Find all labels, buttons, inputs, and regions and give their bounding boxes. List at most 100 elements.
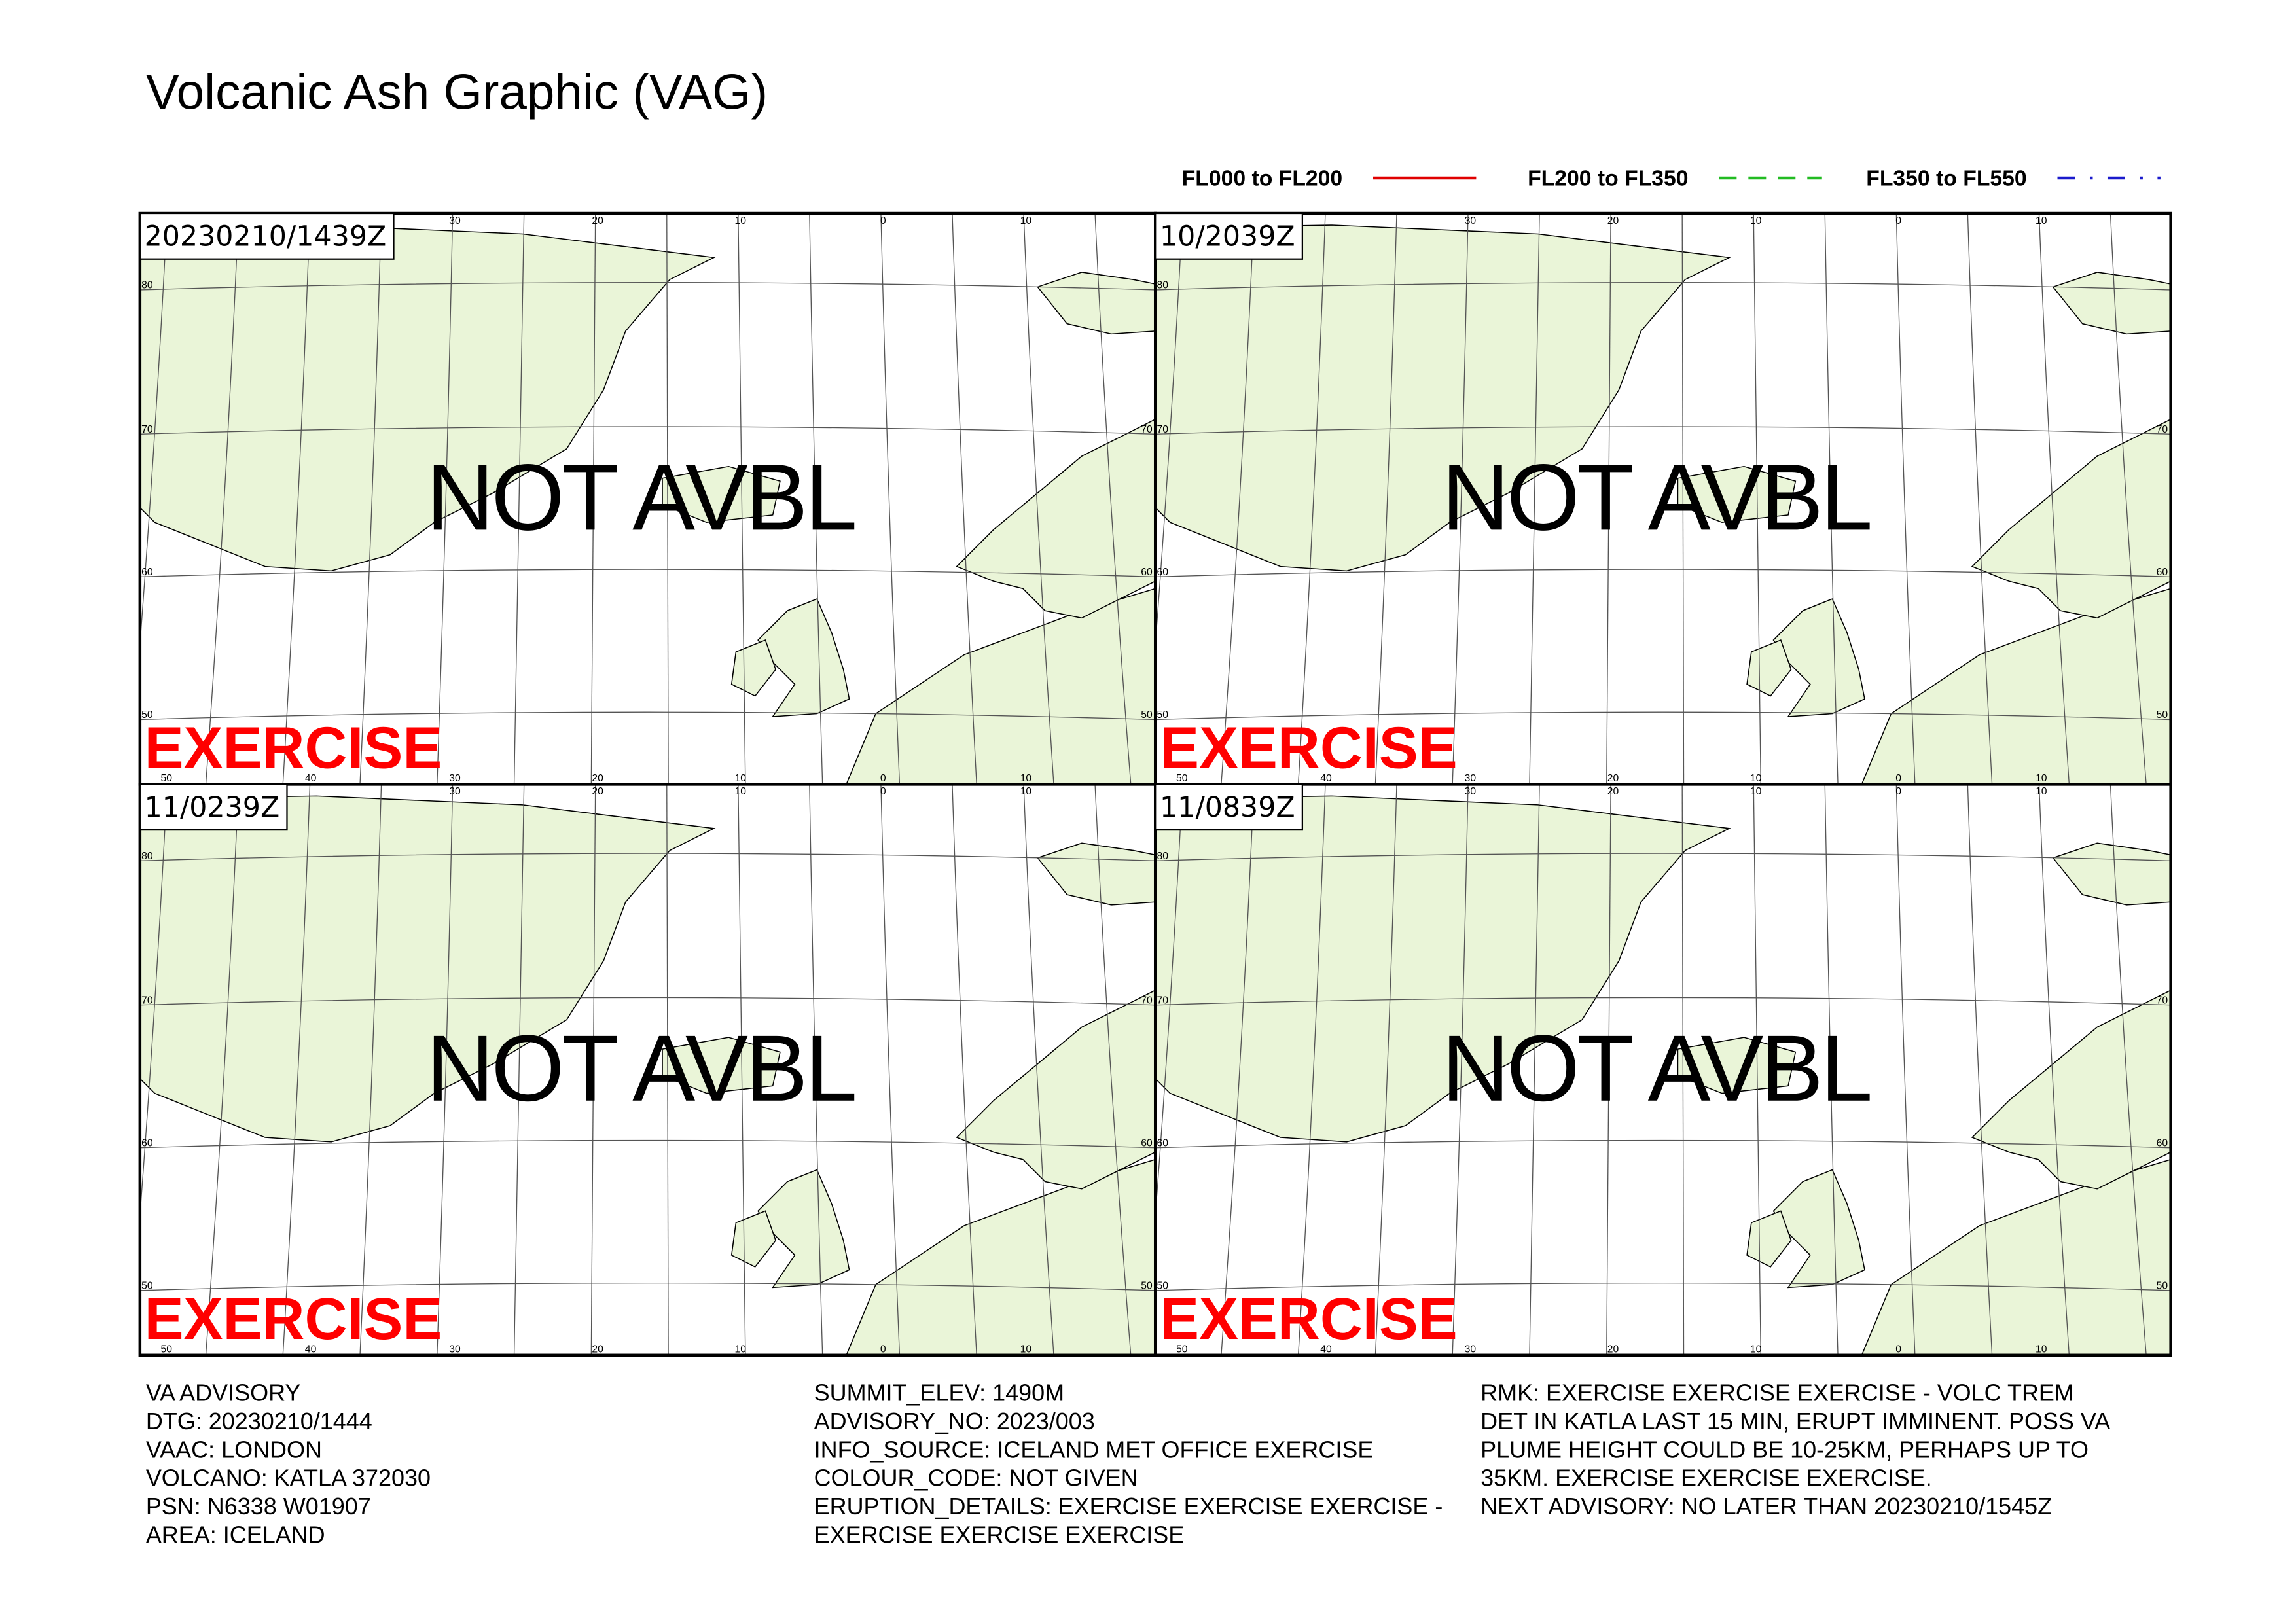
parallel: [1155, 1139, 2171, 1149]
meridian: [205, 784, 240, 1355]
lat-label: 60: [1157, 567, 1168, 578]
land: [662, 1037, 781, 1094]
lon-label: 40: [1320, 1344, 1332, 1355]
meridian: [590, 784, 596, 1355]
meridian: [1374, 784, 1397, 1355]
parallel: [139, 569, 1156, 578]
lat-label: 70: [1157, 995, 1168, 1006]
land: [757, 598, 850, 717]
meridian: [1606, 784, 1611, 1355]
lon-label: 10: [734, 786, 746, 797]
valid-time: 11/0839Z: [1160, 791, 1295, 824]
land: [1155, 795, 1731, 1143]
map-panel: 30 20 10 0 10 50 40 30 20 10 0 10 80 70 70 60 60 50 50 11/0…: [138, 783, 1157, 1357]
lat-label: 80: [1157, 280, 1168, 291]
land: [662, 465, 781, 523]
lat-label: 60: [1141, 1138, 1153, 1149]
lon-label: 0: [1895, 773, 1901, 784]
valid-time: 20230210/1439Z: [145, 220, 387, 253]
lon-label: 20: [592, 773, 603, 784]
land: [139, 795, 716, 1143]
parallel: [139, 1139, 1156, 1149]
lon-label: 0: [880, 786, 886, 797]
land: [846, 588, 1156, 785]
advisory-line: COLOUR_CODE: NOT GIVEN: [814, 1465, 1138, 1491]
lon-label: 10: [2036, 215, 2047, 226]
advisory-line: PLUME HEIGHT COULD BE 10-25KM, PERHAPS U…: [1480, 1436, 2089, 1463]
lat-label: 60: [2157, 1138, 2168, 1149]
advisory-line: EXERCISE EXERCISE EXERCISE: [814, 1521, 1185, 1548]
lon-label: 10: [1020, 786, 1032, 797]
legend-label: FL000 to FL200: [1182, 166, 1342, 190]
lat-label: 50: [2157, 1281, 2168, 1292]
parallel: [1155, 853, 2171, 861]
lon-label: 50: [161, 1344, 173, 1355]
lon-label: 10: [1750, 786, 1762, 797]
advisory-line: VAAC: LONDON: [146, 1436, 322, 1463]
lon-label: 20: [592, 786, 603, 797]
lat-label: 50: [1141, 709, 1153, 721]
lon-label: 30: [1465, 1344, 1477, 1355]
advisory-line: DTG: 20230210/1444: [146, 1408, 372, 1435]
legend: FL000 to FL200 FL200 to FL350 FL350 to FL5…: [1182, 166, 2161, 190]
meridian: [1681, 213, 1685, 785]
parallel: [139, 426, 1156, 435]
lon-label: 10: [734, 215, 746, 226]
parallel: [1155, 569, 2171, 578]
advisory-line: VA ADVISORY: [146, 1379, 301, 1406]
lon-label: 20: [1607, 1344, 1619, 1355]
land: [1746, 639, 1792, 697]
meridian: [139, 213, 168, 651]
lat-label: 80: [141, 280, 153, 291]
map-content: [1155, 784, 2171, 1355]
meridian: [2109, 213, 2147, 785]
time-box: [1155, 212, 1304, 260]
meridian: [1452, 213, 1469, 785]
meridian: [1681, 784, 1685, 1355]
lon-label: 50: [1176, 1344, 1188, 1355]
meridian: [1374, 213, 1397, 785]
parallel: [139, 997, 1156, 1006]
meridian: [1606, 213, 1611, 785]
parallel: [139, 1282, 1156, 1291]
time-box: [1155, 783, 1304, 831]
not-available: NOT AVBL: [426, 1016, 855, 1121]
lon-label: 10: [1750, 1344, 1762, 1355]
meridian: [282, 784, 311, 1355]
lon-label: 20: [1607, 215, 1619, 226]
lat-label: 50: [1141, 1281, 1153, 1292]
lon-label: 20: [592, 215, 603, 226]
land: [1772, 1169, 1865, 1289]
advisory-line: ADVISORY_NO: 2023/003: [814, 1408, 1095, 1435]
lon-label: 50: [161, 773, 173, 784]
land: [1677, 1037, 1797, 1094]
advisory-line: AREA: ICELAND: [146, 1521, 325, 1548]
land: [1772, 598, 1865, 717]
map-content: [1155, 213, 2171, 785]
meridian: [1895, 784, 1916, 1355]
meridian: [1221, 784, 1255, 1355]
legend-label: FL350 to FL550: [1866, 166, 2026, 190]
land: [1971, 990, 2171, 1190]
lat-label: 70: [141, 995, 153, 1006]
parallel: [1155, 1282, 2171, 1291]
lon-label: 10: [2036, 773, 2047, 784]
lon-label: 20: [592, 1344, 603, 1355]
map-content: [139, 784, 1156, 1355]
lat-label: 60: [141, 1138, 153, 1149]
parallel: [139, 282, 1156, 291]
lon-label: 40: [1320, 773, 1332, 784]
advisory-line: PSN: N6338 W01907: [146, 1493, 371, 1520]
meridian: [952, 213, 977, 785]
land: [757, 1169, 850, 1289]
meridian: [1094, 213, 1132, 785]
lon-label: 20: [1607, 786, 1619, 797]
meridian: [666, 213, 669, 785]
parallel: [139, 711, 1156, 721]
meridian: [1155, 784, 1183, 1221]
meridian: [590, 213, 596, 785]
meridian: [1155, 213, 1183, 651]
advisory-line: SUMMIT_ELEV: 1490M: [814, 1379, 1064, 1406]
meridian: [880, 784, 901, 1355]
